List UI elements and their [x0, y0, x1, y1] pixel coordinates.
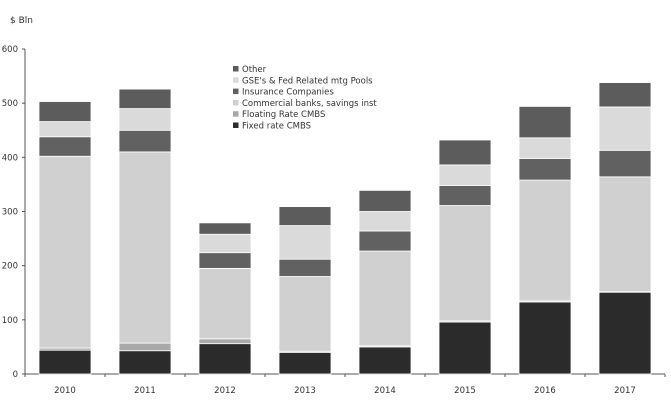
y-axis-label: $ Bln: [10, 16, 33, 26]
legend-swatch: [233, 122, 239, 128]
bar-segment: [198, 267, 252, 340]
bar-segment: [518, 158, 572, 181]
bar-segment: [598, 149, 652, 178]
x-tick-label: 2011: [134, 386, 156, 396]
bar-segment: [438, 205, 492, 322]
bar-segment: [598, 176, 652, 293]
bar-segment: [438, 185, 492, 206]
bar-segment: [198, 338, 252, 345]
bar-segment: [358, 250, 412, 347]
x-tick-label: 2012: [214, 386, 236, 396]
legend-swatch: [233, 111, 239, 117]
bars: [38, 82, 652, 375]
x-tick-label: 2013: [294, 386, 316, 396]
bar-segment: [38, 101, 92, 122]
bar-segment: [278, 258, 332, 277]
bar-segment: [358, 346, 412, 375]
legend-swatch: [233, 66, 239, 72]
bar-segment: [518, 179, 572, 302]
bar-segment: [118, 151, 172, 344]
bar-segment: [118, 108, 172, 131]
y-tick-label: 100: [2, 316, 18, 326]
legend-label: Fixed rate CMBS: [242, 122, 311, 132]
bar-segment: [518, 137, 572, 159]
legend-swatch: [233, 77, 239, 83]
legend-label: Other: [242, 65, 267, 75]
legend-label: GSE's & Fed Related mtg Pools: [242, 76, 373, 86]
y-tick-label: 300: [2, 208, 18, 218]
bar-segment: [358, 189, 412, 212]
bar-segment: [198, 343, 252, 375]
x-tick-label: 2017: [614, 386, 636, 396]
bar-segment: [278, 225, 332, 260]
bar-segment: [358, 211, 412, 232]
bar-segment: [118, 350, 172, 375]
bar-segment: [38, 121, 92, 138]
y-tick-label: 400: [2, 153, 18, 163]
bar-segment: [598, 106, 652, 151]
bar-segment: [358, 230, 412, 252]
bar-segment: [198, 222, 252, 235]
bar-segment: [598, 82, 652, 108]
bar-segment: [118, 88, 172, 109]
y-tick-label: 600: [2, 45, 18, 55]
bar-segment: [118, 342, 172, 352]
bar-segment: [518, 301, 572, 375]
bar-segment: [518, 106, 572, 139]
bar-segment: [438, 164, 492, 186]
bar-segment: [438, 139, 492, 166]
x-axis: 2010 2011 2012 2013 2014 2015 2016 2017: [24, 373, 666, 396]
bar-segment: [278, 206, 332, 226]
bar-segment: [598, 291, 652, 375]
bar-segment: [198, 233, 252, 254]
bar-segment: [278, 351, 332, 375]
y-tick-label: 0: [13, 370, 18, 380]
bar-segment: [198, 252, 252, 269]
bar-segment: [38, 349, 92, 375]
bar-segment: [438, 321, 492, 375]
x-tick-label: 2015: [454, 386, 476, 396]
y-tick-label: 500: [2, 99, 18, 109]
bar-segment: [38, 155, 92, 349]
legend-label: Commercial banks, savings inst: [242, 99, 377, 109]
y-tick-label: 200: [2, 262, 18, 272]
x-tick-label: 2014: [374, 386, 396, 396]
legend-swatch: [233, 88, 239, 95]
bar-segment: [278, 276, 332, 352]
legend-label: Floating Rate CMBS: [242, 110, 325, 120]
bar-segment: [38, 136, 92, 157]
x-tick-label: 2016: [534, 386, 556, 396]
legend-label: Insurance Companies: [242, 88, 334, 98]
legend-swatch: [233, 99, 239, 106]
bar-segment: [118, 129, 172, 153]
x-tick-label: 2010: [54, 386, 76, 396]
y-axis: 0 100 200 300 400 500 600: [2, 45, 26, 380]
